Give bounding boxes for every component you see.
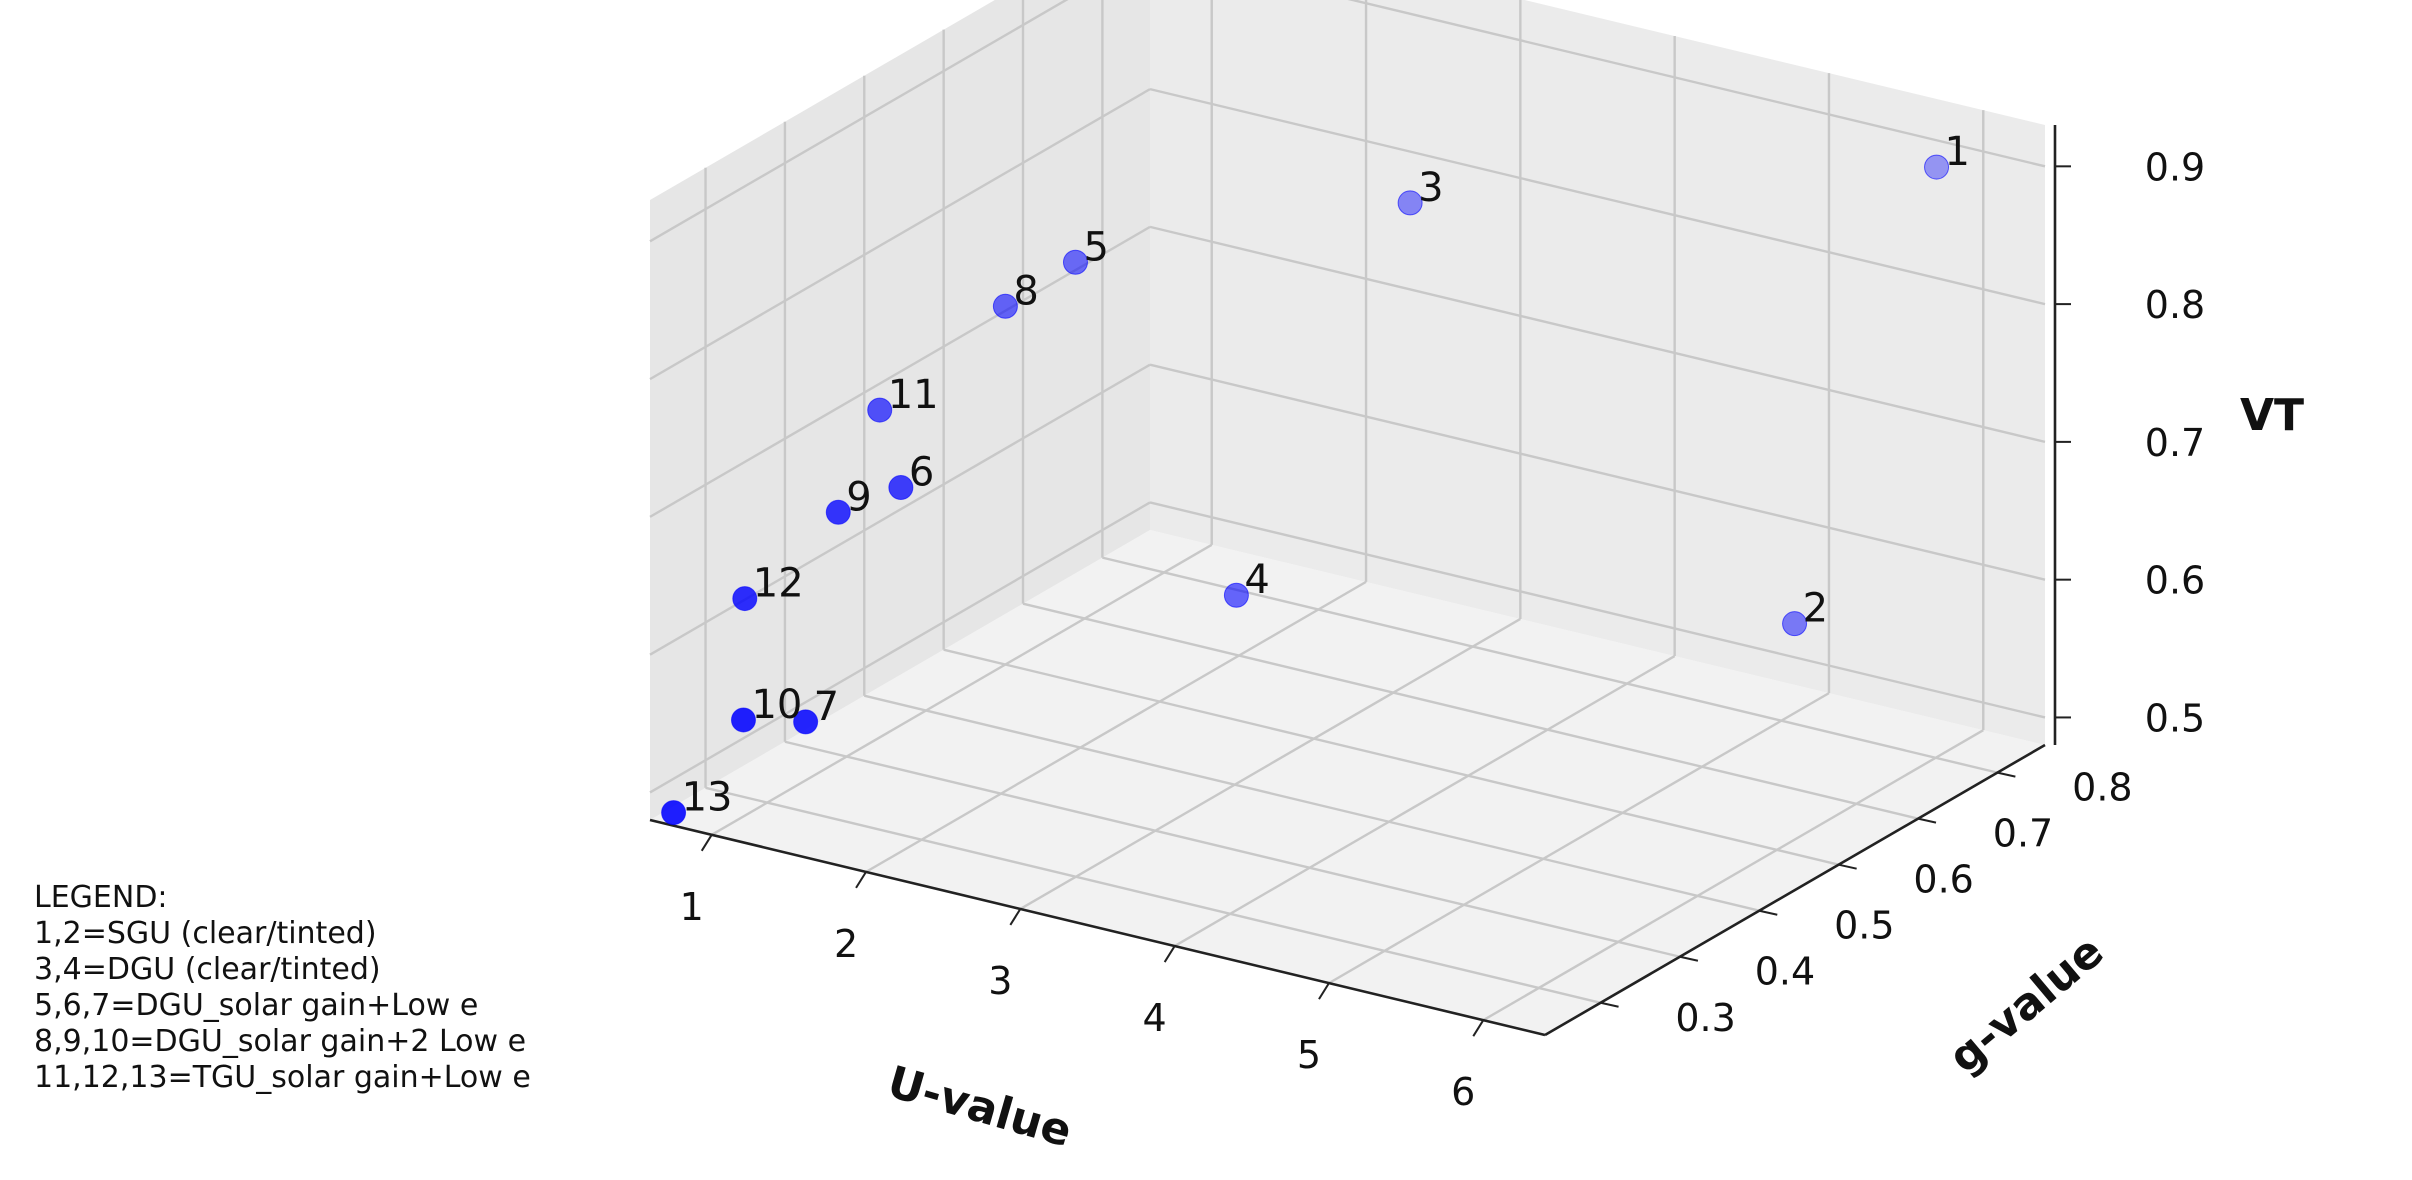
x-tick-mark: [1163, 945, 1176, 963]
z-axis-label: VT: [2240, 390, 2304, 441]
data-point: [867, 397, 893, 423]
data-point: [1397, 190, 1423, 216]
legend-item: 1,2=SGU (clear/tinted): [34, 916, 377, 951]
z-tick-label: 0.5: [2145, 696, 2205, 740]
z-gridline: [1149, 501, 2046, 719]
point-label: 3: [1418, 165, 1443, 211]
z-gridline: [1347, 0, 2046, 168]
point-label: 10: [751, 682, 802, 728]
point-label: 2: [1803, 586, 1828, 632]
y-axis-label: g-value: [1939, 926, 2113, 1084]
x-gridline: [1328, 692, 1830, 985]
data-point: [1924, 154, 1950, 180]
y-tick-mark: [1759, 909, 1778, 916]
x-tick-label: 1: [680, 885, 704, 929]
axis-lines: [649, 125, 2057, 1037]
data-point: [661, 800, 687, 826]
point-label: 4: [1244, 557, 1269, 603]
y-tick-mark: [1838, 863, 1857, 870]
y-tick-label: 0.7: [1993, 812, 2053, 856]
x-gridline: [865, 580, 1367, 873]
data-point: [1223, 582, 1249, 608]
z-tick-label: 0.7: [2145, 421, 2205, 465]
legend-title: LEGEND:: [34, 880, 168, 915]
data-point: [888, 475, 914, 501]
z-gridline: [649, 363, 1151, 656]
y-gridline: [705, 786, 1601, 1004]
x-gridline: [711, 543, 1213, 836]
legend-item: 8,9,10=DGU_solar gain+2 Low e: [34, 1024, 527, 1059]
x-tick-mark: [1472, 1019, 1485, 1037]
point-label: 7: [814, 684, 839, 730]
x-gridline: [1482, 729, 1984, 1022]
x-tick-mark: [1318, 982, 1330, 1000]
z-tick-label: 0.6: [2145, 559, 2205, 603]
legend-item: 11,12,13=TGU_solar gain+Low e: [34, 1060, 531, 1095]
y-gridline: [1102, 556, 1998, 774]
data-point: [732, 586, 758, 612]
x-tick-mark: [855, 871, 867, 889]
y-tick-mark: [1679, 955, 1699, 962]
x-tick-label: 5: [1297, 1033, 1321, 1077]
z-tick-label: 0.9: [2145, 145, 2205, 189]
x-tick-mark: [700, 834, 713, 852]
point-label: 8: [1013, 268, 1038, 314]
point-label: 5: [1083, 224, 1108, 270]
grid-lines: [649, 0, 2046, 1022]
x-tick-label: 3: [988, 959, 1012, 1003]
y-gridline: [1022, 602, 1919, 820]
z-gridline: [1149, 363, 2046, 581]
z-gridline: [649, 88, 1151, 381]
legend-item: 3,4=DGU (clear/tinted): [34, 952, 381, 987]
x-tick-label: 6: [1451, 1070, 1475, 1114]
data-point: [793, 709, 819, 735]
y-tick-mark: [1600, 1001, 1619, 1008]
point-label: 9: [846, 474, 871, 520]
x-axis-line: [649, 818, 1546, 1037]
data-point: [825, 499, 851, 525]
z-gridline: [1149, 225, 2046, 444]
point-label: 1: [1945, 129, 1970, 175]
legend-item: 5,6,7=DGU_solar gain+Low e: [34, 988, 479, 1023]
floor-pane: [650, 530, 2045, 1035]
x-gridline: [1174, 654, 1676, 948]
back-pane: [1150, 0, 2045, 745]
z-gridline: [649, 501, 1151, 794]
y-tick-label: 0.5: [1834, 904, 1894, 948]
y-tick-label: 0.8: [2072, 766, 2132, 810]
z-gridline: [649, 0, 1069, 243]
y-tick-mark: [1917, 817, 1937, 824]
x-tick-mark: [1009, 908, 1022, 926]
point-label: 6: [909, 450, 934, 496]
data-point: [730, 707, 756, 733]
z-gridline: [1149, 87, 2046, 306]
y-gridline: [943, 648, 1839, 866]
y-tick-mark: [1997, 771, 2016, 778]
point-label: 13: [682, 775, 733, 821]
data-point: [992, 293, 1018, 319]
y-tick-label: 0.6: [1913, 858, 1973, 902]
y-tick-label: 0.3: [1675, 996, 1735, 1040]
y-gridline: [864, 694, 1760, 912]
axis-panes: [650, 0, 2045, 1035]
x-tick-label: 2: [834, 922, 858, 966]
z-gridline: [649, 225, 1151, 518]
x-tick-label: 4: [1143, 996, 1167, 1040]
y-tick-label: 0.4: [1755, 950, 1815, 994]
data-point: [1062, 249, 1088, 275]
x-axis-label: U-value: [882, 1057, 1077, 1158]
y-gridline: [784, 740, 1681, 958]
y-axis-line: [1544, 743, 2046, 1037]
side-pane: [650, 0, 1150, 820]
x-gridline: [1019, 617, 1521, 911]
z-tick-label: 0.8: [2145, 283, 2205, 327]
data-point: [1782, 611, 1808, 637]
point-label: 11: [888, 372, 939, 418]
point-label: 12: [753, 561, 804, 607]
